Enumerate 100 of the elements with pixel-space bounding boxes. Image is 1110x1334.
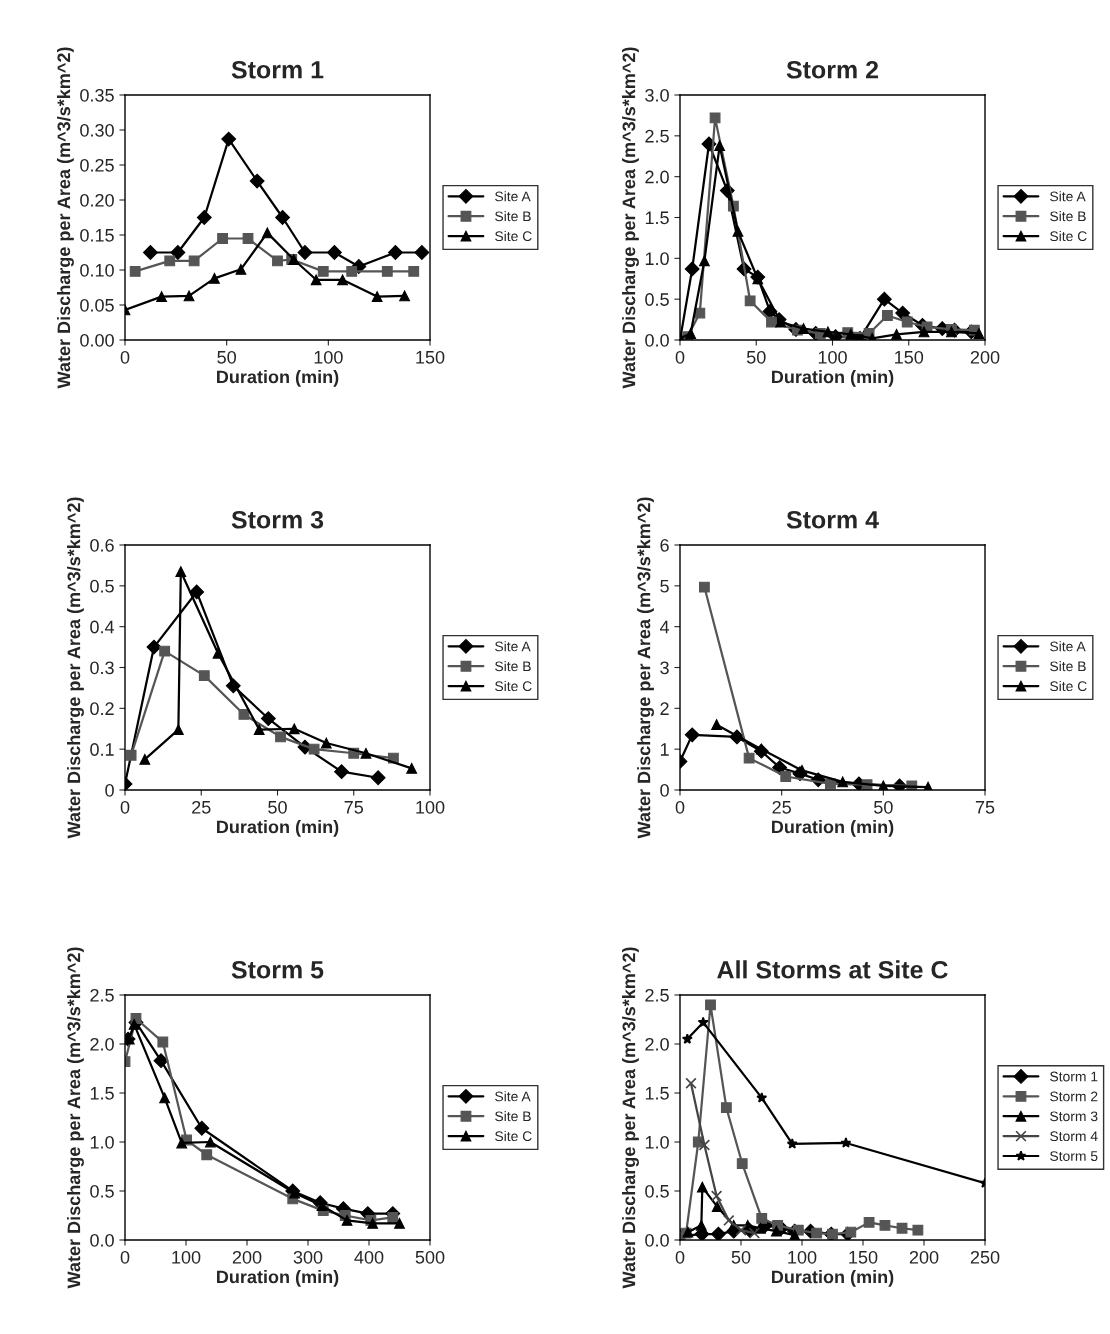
y-tick-label: 2 [660, 702, 669, 715]
y-tick-label: 6 [660, 538, 669, 552]
y-tick-label: 0.0 [645, 333, 669, 347]
y-tick-label: 2.0 [645, 170, 669, 184]
y-tick-label: 2.5 [645, 988, 669, 1002]
y-tick-label: 4 [659, 620, 670, 634]
y-tick-label: 0.1 [90, 743, 114, 756]
x-axis-title: Duration (min) [217, 1270, 339, 1287]
y-tick-label: 0.6 [90, 538, 114, 552]
chart-title: All Storms at Site C [717, 960, 948, 979]
x-tick-label: 250 [970, 1250, 1000, 1264]
x-tick-label: 25 [772, 800, 791, 814]
y-tick-label: 0.05 [80, 298, 114, 312]
y-tick-label: 1.5 [90, 1087, 114, 1100]
legend-label: Site B [1050, 211, 1086, 222]
y-tick-label: 2.5 [645, 129, 669, 143]
x-tick-label: 500 [415, 1250, 445, 1264]
y-tick-label: 0.4 [90, 620, 115, 634]
x-axis-title: Duration (min) [772, 370, 894, 387]
y-tick-label: 1.0 [645, 252, 669, 266]
x-tick-label: 50 [731, 1250, 751, 1264]
x-axis-title: Duration (min) [772, 1270, 894, 1287]
x-tick-label: 100 [314, 350, 343, 364]
x-tick-label: 0 [120, 1250, 130, 1264]
legend-label: Site A [495, 191, 531, 202]
x-tick-label: 300 [293, 1250, 323, 1264]
y-tick-label: 0.00 [80, 333, 114, 347]
x-tick-label: 150 [895, 350, 924, 364]
y-tick-label: 0.35 [80, 88, 114, 102]
x-tick-label: 100 [172, 1250, 201, 1264]
legend-label: Storm 5 [1050, 1151, 1098, 1162]
y-tick-label: 0 [105, 783, 114, 797]
legend-label: Site B [495, 661, 531, 672]
legend-label: Site C [495, 680, 532, 692]
x-tick-label: 200 [232, 1250, 262, 1264]
y-tick-label: 3 [660, 661, 669, 675]
y-tick-label: 1 [660, 743, 669, 756]
x-axis-title: Duration (min) [217, 820, 339, 837]
legend-label: Site C [1050, 230, 1087, 242]
y-tick-label: 0.5 [90, 579, 114, 593]
x-tick-label: 0 [675, 1250, 685, 1264]
chart-title: Storm 3 [231, 510, 324, 529]
legend-label: Site A [495, 1091, 531, 1102]
chart-title: Storm 1 [231, 60, 324, 79]
chart-title: Storm 2 [786, 60, 879, 79]
x-tick-label: 0 [120, 800, 130, 814]
legend-label: Site A [1050, 191, 1086, 202]
x-tick-label: 100 [818, 350, 847, 364]
x-tick-label: 0 [120, 350, 130, 364]
y-axis-title: Water Discharge per Area (m^3/s*km^2) [67, 497, 84, 839]
legend-label: Site C [1050, 680, 1087, 692]
legend-label: Storm 1 [1050, 1071, 1098, 1082]
y-tick-label: 2.0 [645, 1037, 669, 1051]
y-tick-label: 0.20 [80, 193, 114, 207]
y-axis-title: Water Discharge per Area (m^3/s*km^2) [67, 947, 84, 1289]
legend-label: Site C [495, 1130, 532, 1142]
legend-label: Site B [495, 211, 531, 222]
legend-label: Storm 2 [1050, 1091, 1098, 1102]
y-tick-label: 2.5 [90, 988, 114, 1002]
legend-label: Site B [1050, 661, 1086, 672]
y-axis-title: Water Discharge per Area (m^3/s*km^2) [56, 47, 74, 389]
legend-label: Site B [495, 1111, 531, 1122]
y-tick-label: 0.5 [90, 1184, 114, 1198]
y-tick-label: 2.0 [90, 1037, 114, 1051]
y-tick-label: 3.0 [645, 88, 669, 102]
y-tick-label: 0.5 [645, 1184, 669, 1198]
x-tick-label: 400 [354, 1250, 384, 1264]
x-tick-label: 200 [970, 350, 1000, 364]
legend-label: Storm 4 [1050, 1131, 1098, 1142]
y-tick-label: 0.10 [80, 263, 114, 277]
y-tick-label: 0.0 [90, 1233, 114, 1247]
y-tick-label: 0 [660, 783, 669, 797]
x-tick-label: 0 [675, 800, 685, 814]
y-tick-label: 0.2 [90, 702, 114, 716]
y-tick-label: 1.5 [645, 1087, 669, 1100]
y-tick-label: 1.5 [645, 211, 669, 225]
y-tick-label: 5 [660, 579, 669, 593]
y-tick-label: 0.15 [80, 228, 114, 242]
x-tick-label: 150 [849, 1250, 878, 1264]
x-axis-title: Duration (min) [217, 370, 339, 387]
x-tick-label: 75 [344, 801, 364, 814]
legend-label: Site C [495, 230, 532, 242]
x-axis-title: Duration (min) [772, 820, 894, 837]
y-axis-title: Water Discharge per Area (m^3/s*km^2) [637, 497, 654, 839]
x-tick-label: 50 [874, 800, 893, 814]
x-tick-label: 50 [268, 800, 287, 814]
y-tick-label: 1.0 [645, 1135, 669, 1149]
legend-label: Storm 3 [1050, 1111, 1098, 1122]
chart-title: Storm 4 [786, 510, 879, 529]
x-tick-label: 75 [975, 801, 995, 814]
legend-label: Site A [495, 641, 531, 652]
chart-title: Storm 5 [231, 960, 324, 979]
x-tick-label: 25 [192, 800, 211, 814]
y-tick-label: 0.5 [645, 293, 669, 306]
x-tick-label: 0 [675, 350, 685, 364]
x-tick-label: 50 [746, 350, 766, 364]
x-tick-label: 100 [788, 1250, 817, 1264]
legend-label: Site A [1050, 641, 1086, 652]
y-tick-label: 0.30 [80, 123, 114, 137]
x-tick-label: 100 [416, 800, 445, 814]
